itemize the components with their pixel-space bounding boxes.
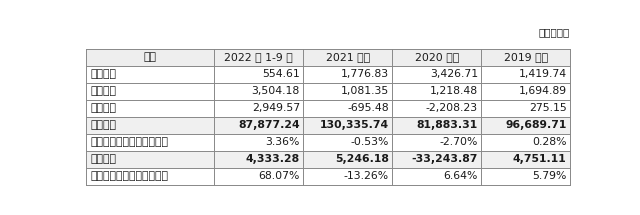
Bar — [86, 151, 214, 168]
Text: 2019 年度: 2019 年度 — [504, 52, 548, 63]
Bar — [481, 83, 570, 100]
Text: 营业收入: 营业收入 — [91, 120, 117, 130]
Text: 0.28%: 0.28% — [532, 137, 566, 147]
Text: 2020 年度: 2020 年度 — [415, 52, 459, 63]
Bar — [214, 100, 303, 117]
Text: 3,504.18: 3,504.18 — [252, 86, 300, 96]
Bar — [481, 168, 570, 185]
Text: 130,335.74: 130,335.74 — [320, 120, 389, 130]
Bar — [303, 100, 392, 117]
Text: -13.26%: -13.26% — [344, 171, 389, 181]
Bar — [214, 117, 303, 134]
Text: 1,694.89: 1,694.89 — [518, 86, 566, 96]
Bar — [481, 117, 570, 134]
Bar — [392, 151, 481, 168]
Bar — [214, 49, 303, 66]
Bar — [303, 151, 392, 168]
Text: 1,218.48: 1,218.48 — [430, 86, 478, 96]
Text: -2,208.23: -2,208.23 — [426, 103, 478, 113]
Text: 554.61: 554.61 — [262, 69, 300, 79]
Bar — [86, 134, 214, 151]
Text: -0.53%: -0.53% — [351, 137, 389, 147]
Text: 1,081.35: 1,081.35 — [340, 86, 389, 96]
Text: 汇兑损益: 汇兑损益 — [91, 103, 117, 113]
Text: 96,689.71: 96,689.71 — [505, 120, 566, 130]
Bar — [86, 100, 214, 117]
Bar — [481, 49, 570, 66]
Bar — [86, 66, 214, 83]
Bar — [481, 66, 570, 83]
Text: -2.70%: -2.70% — [440, 137, 478, 147]
Text: 3.36%: 3.36% — [266, 137, 300, 147]
Text: 汇兑损失: 汇兑损失 — [91, 69, 117, 79]
Text: 2021 年度: 2021 年度 — [326, 52, 370, 63]
Bar — [303, 83, 392, 100]
Bar — [303, 117, 392, 134]
Text: 利润总额: 利润总额 — [91, 154, 117, 164]
Text: 4,751.11: 4,751.11 — [513, 154, 566, 164]
Text: -33,243.87: -33,243.87 — [412, 154, 478, 164]
Text: 单位：万元: 单位：万元 — [539, 27, 570, 37]
Bar — [214, 83, 303, 100]
Bar — [481, 134, 570, 151]
Bar — [214, 66, 303, 83]
Text: 5,246.18: 5,246.18 — [335, 154, 389, 164]
Bar — [86, 83, 214, 100]
Bar — [86, 168, 214, 185]
Bar — [392, 117, 481, 134]
Bar — [481, 151, 570, 168]
Bar — [214, 134, 303, 151]
Bar — [303, 66, 392, 83]
Text: 5.79%: 5.79% — [532, 171, 566, 181]
Text: 汇兑收益: 汇兑收益 — [91, 86, 117, 96]
Bar — [214, 151, 303, 168]
Bar — [392, 83, 481, 100]
Text: -695.48: -695.48 — [348, 103, 389, 113]
Text: 3,426.71: 3,426.71 — [430, 69, 478, 79]
Text: 275.15: 275.15 — [529, 103, 566, 113]
Bar — [86, 117, 214, 134]
Bar — [392, 168, 481, 185]
Text: 2022 年 1-9 月: 2022 年 1-9 月 — [225, 52, 293, 63]
Bar — [303, 168, 392, 185]
Bar — [214, 168, 303, 185]
Text: 81,883.31: 81,883.31 — [417, 120, 478, 130]
Bar — [392, 134, 481, 151]
Text: 87,877.24: 87,877.24 — [238, 120, 300, 130]
Text: 1,776.83: 1,776.83 — [340, 69, 389, 79]
Text: 4,333.28: 4,333.28 — [246, 154, 300, 164]
Text: 2,949.57: 2,949.57 — [252, 103, 300, 113]
Text: 汇兑损益占营业收入的比重: 汇兑损益占营业收入的比重 — [91, 137, 169, 147]
Text: 汇兑损益占利润总额的比重: 汇兑损益占利润总额的比重 — [91, 171, 169, 181]
Text: 项目: 项目 — [143, 52, 157, 63]
Bar — [392, 66, 481, 83]
Bar — [481, 100, 570, 117]
Bar — [86, 49, 214, 66]
Bar — [392, 100, 481, 117]
Bar — [392, 49, 481, 66]
Bar — [303, 49, 392, 66]
Text: 1,419.74: 1,419.74 — [518, 69, 566, 79]
Bar — [303, 134, 392, 151]
Text: 6.64%: 6.64% — [444, 171, 478, 181]
Text: 68.07%: 68.07% — [259, 171, 300, 181]
